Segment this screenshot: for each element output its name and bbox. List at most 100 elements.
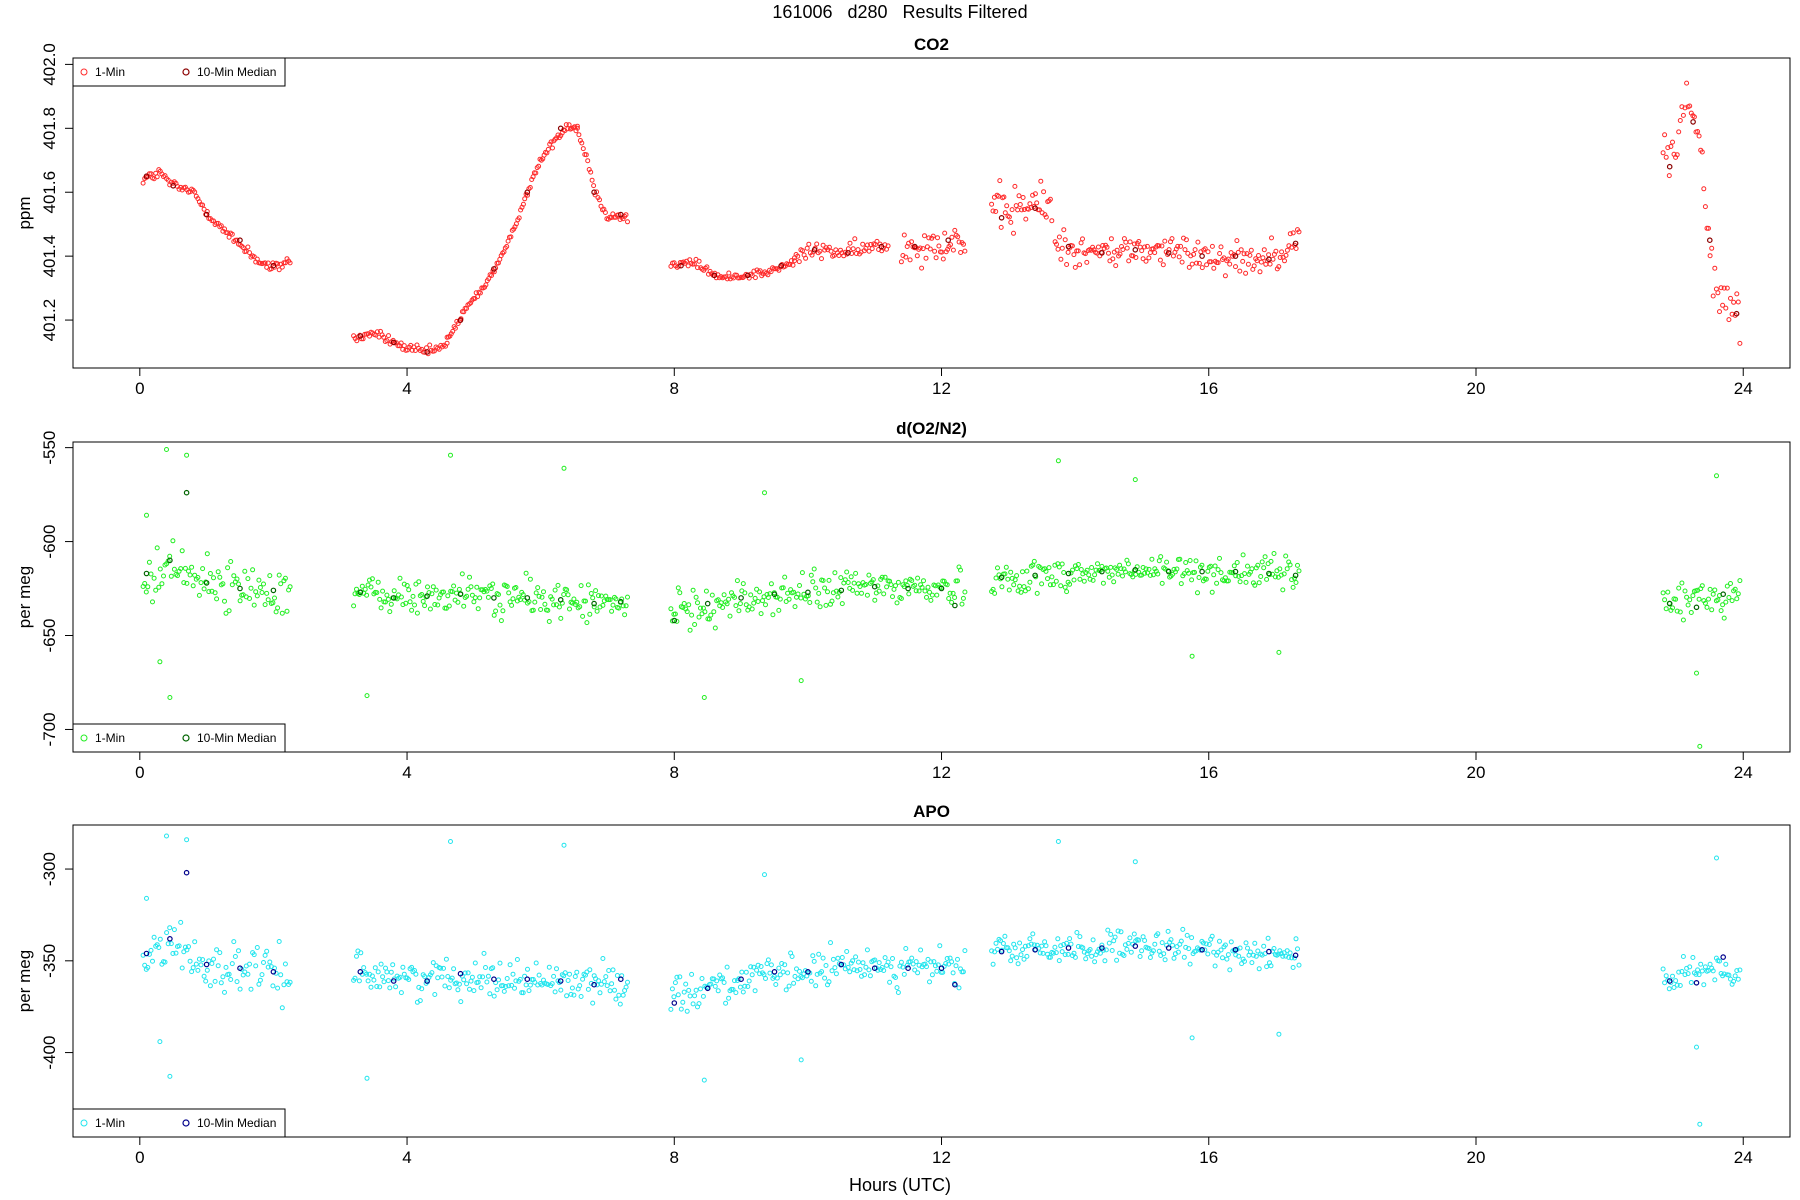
point-1min: [1676, 585, 1682, 591]
point-1min: [1012, 945, 1018, 951]
point-1min: [992, 949, 998, 955]
point-1min: [1734, 596, 1740, 602]
point-1min: [145, 965, 151, 970]
point-1min: [901, 232, 907, 238]
point-1min: [276, 267, 282, 273]
point-1min: [549, 596, 555, 602]
point-1min: [1737, 967, 1743, 973]
point-1min: [201, 586, 207, 592]
point-1min: [1078, 240, 1084, 246]
point-1min: [1662, 980, 1668, 986]
point-1min: [398, 340, 404, 346]
point-1min: [275, 985, 281, 991]
point-1min: [1196, 260, 1202, 266]
point-1min: [1714, 855, 1719, 861]
point-1min: [225, 230, 231, 236]
point-1min: [898, 596, 904, 601]
point-1min: [501, 988, 507, 994]
point-1min: [1284, 566, 1290, 572]
point-1min: [882, 574, 888, 580]
point-1min: [958, 250, 964, 255]
point-1min: [1269, 235, 1274, 241]
point-1min: [551, 602, 557, 608]
point-1min: [1215, 260, 1221, 266]
point-1min: [533, 960, 539, 966]
point-1min: [1074, 566, 1080, 572]
point-1min: [956, 985, 962, 991]
point-1min: [156, 584, 162, 590]
legend-marker-median: [182, 1119, 190, 1127]
point-1min: [198, 580, 204, 586]
point-1min: [839, 955, 845, 960]
point-1min: [212, 590, 218, 596]
point-1min: [1169, 236, 1175, 242]
point-1min: [264, 948, 270, 954]
point-1min: [385, 596, 391, 602]
point-10min-median: [203, 961, 210, 968]
point-1min: [1721, 285, 1727, 291]
point-1min: [1087, 947, 1093, 952]
point-1min: [1702, 600, 1708, 606]
point-1min: [577, 604, 583, 610]
point-1min: [925, 956, 931, 962]
point-1min: [419, 592, 425, 597]
point-1min: [906, 591, 912, 597]
point-1min: [481, 950, 487, 956]
point-1min: [1195, 239, 1201, 245]
point-1min: [441, 965, 446, 971]
point-1min: [1687, 597, 1693, 603]
point-1min: [590, 1000, 596, 1006]
point-1min: [1234, 560, 1240, 565]
point-1min: [584, 620, 590, 626]
point-1min: [832, 570, 838, 576]
point-10min-median: [778, 262, 785, 269]
point-1min: [381, 334, 387, 340]
point-1min: [1209, 243, 1215, 249]
point-1min: [1682, 105, 1688, 111]
point-1min: [449, 975, 455, 981]
point-1min: [751, 964, 757, 970]
point-1min: [414, 610, 420, 616]
point-1min: [685, 263, 691, 269]
point-10min-median: [1666, 163, 1673, 170]
point-1min: [1108, 564, 1114, 570]
point-1min: [901, 971, 907, 977]
point-1min: [1293, 246, 1299, 251]
point-1min: [532, 979, 538, 985]
point-1min: [708, 612, 714, 618]
point-1min: [162, 959, 168, 965]
point-1min: [594, 189, 600, 195]
point-1min: [201, 206, 207, 212]
point-1min: [427, 606, 433, 612]
point-10min-median: [524, 595, 531, 601]
point-1min: [1227, 261, 1233, 267]
point-1min: [555, 582, 561, 588]
point-1min: [1720, 302, 1726, 308]
point-1min: [1247, 949, 1253, 955]
point-1min: [893, 975, 898, 980]
point-1min: [823, 602, 829, 608]
point-1min: [364, 971, 370, 977]
point-1min: [856, 959, 861, 965]
point-1min: [864, 947, 870, 953]
point-1min: [195, 575, 201, 580]
point-1min: [1161, 951, 1167, 957]
point-10min-median: [183, 489, 190, 496]
point-1min: [950, 970, 956, 976]
point-1min: [668, 606, 674, 612]
point-1min: [1231, 252, 1237, 258]
point-1min: [1186, 946, 1192, 952]
point-1min: [752, 275, 758, 281]
point-1min: [1694, 670, 1699, 676]
point-1min: [204, 967, 210, 973]
point-1min: [1155, 931, 1161, 937]
point-1min: [1192, 569, 1197, 575]
point-1min: [922, 588, 928, 594]
point-1min: [791, 589, 797, 595]
x-tick-label: 0: [135, 1148, 144, 1167]
point-1min: [993, 940, 999, 946]
point-1min: [600, 956, 606, 961]
x-tick-label: 16: [1199, 763, 1218, 782]
point-1min: [1287, 231, 1293, 237]
